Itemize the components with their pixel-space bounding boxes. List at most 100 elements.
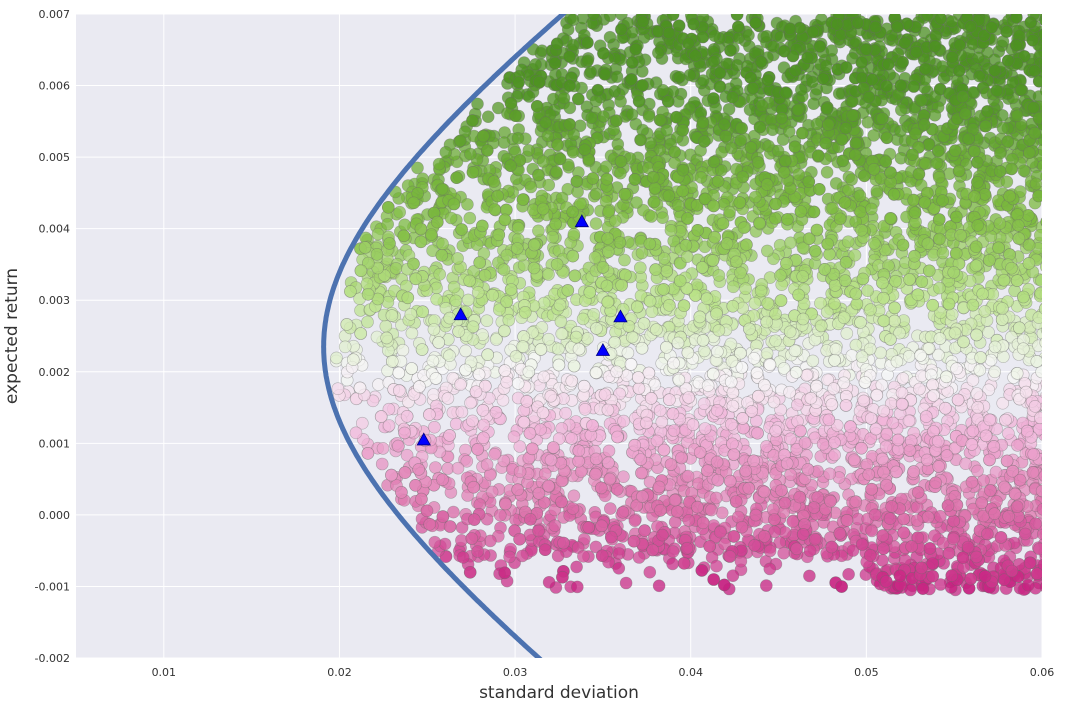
- portfolio-point: [666, 545, 680, 558]
- portfolio-point: [393, 205, 407, 219]
- portfolio-point: [464, 396, 477, 410]
- portfolio-point: [760, 29, 774, 43]
- portfolio-point: [810, 117, 824, 131]
- portfolio-point: [1040, 262, 1042, 272]
- portfolio-point: [823, 467, 837, 481]
- portfolio-point: [555, 327, 569, 341]
- portfolio-point: [1051, 32, 1063, 44]
- portfolio-point: [1051, 471, 1063, 483]
- portfolio-point: [447, 505, 460, 519]
- portfolio-point: [439, 146, 453, 159]
- portfolio-point: [552, 342, 565, 356]
- portfolio-point: [618, 253, 631, 267]
- portfolio-point: [1053, 487, 1065, 499]
- portfolio-point: [428, 535, 442, 549]
- portfolio-point: [820, 166, 834, 179]
- portfolio-point: [349, 426, 363, 440]
- portfolio-point: [570, 580, 584, 594]
- portfolio-scatter: [329, 9, 1066, 597]
- portfolio-point: [805, 75, 819, 89]
- portfolio-point: [1041, 490, 1042, 497]
- portfolio-point: [1050, 254, 1062, 266]
- portfolio-point: [1043, 350, 1055, 362]
- portfolio-point: [1052, 570, 1064, 582]
- portfolio-point: [989, 465, 1003, 479]
- portfolio-point: [1048, 117, 1060, 129]
- portfolio-point: [855, 350, 869, 364]
- portfolio-point: [933, 281, 946, 295]
- portfolio-point: [653, 404, 667, 417]
- portfolio-point: [471, 545, 484, 558]
- portfolio-point: [726, 280, 740, 294]
- portfolio-point: [449, 294, 463, 308]
- portfolio-point: [656, 84, 670, 97]
- portfolio-point: [936, 246, 950, 260]
- portfolio-point: [1041, 561, 1042, 565]
- portfolio-point: [754, 284, 768, 298]
- portfolio-point: [827, 297, 841, 310]
- portfolio-point: [610, 70, 624, 84]
- portfolio-point: [825, 44, 839, 57]
- portfolio-point: [1048, 158, 1060, 170]
- portfolio-point: [1036, 159, 1042, 172]
- portfolio-point: [554, 315, 568, 328]
- portfolio-point: [602, 444, 616, 458]
- portfolio-point: [581, 54, 595, 68]
- portfolio-point: [632, 551, 646, 564]
- portfolio-point: [1049, 9, 1061, 21]
- portfolio-point: [826, 201, 839, 215]
- portfolio-point: [970, 387, 984, 400]
- portfolio-point: [542, 575, 556, 589]
- portfolio-point: [565, 432, 578, 445]
- portfolio-point: [933, 509, 947, 523]
- portfolio-point: [1051, 91, 1063, 103]
- portfolio-point: [1047, 514, 1059, 526]
- portfolio-point: [1050, 246, 1062, 258]
- portfolio-point: [1053, 402, 1065, 414]
- portfolio-point: [617, 414, 630, 428]
- portfolio-point: [481, 110, 495, 123]
- portfolio-point: [842, 567, 855, 581]
- portfolio-point: [1048, 455, 1060, 467]
- portfolio-point: [1052, 86, 1064, 98]
- portfolio-point: [578, 402, 592, 416]
- portfolio-point: [405, 326, 419, 340]
- portfolio-point: [463, 147, 477, 161]
- portfolio-point: [1041, 327, 1042, 334]
- portfolio-point: [426, 354, 440, 368]
- portfolio-point: [1050, 188, 1062, 200]
- portfolio-point: [1041, 308, 1042, 314]
- portfolio-point: [1040, 570, 1042, 579]
- portfolio-point: [432, 157, 446, 171]
- portfolio-point: [673, 70, 686, 84]
- portfolio-point: [589, 217, 603, 230]
- portfolio-point: [698, 422, 712, 435]
- portfolio-point: [1046, 455, 1058, 467]
- portfolio-point: [454, 378, 467, 391]
- portfolio-point: [532, 224, 545, 238]
- portfolio-point: [1054, 79, 1066, 91]
- portfolio-point: [1047, 325, 1059, 337]
- portfolio-point: [1033, 542, 1042, 556]
- portfolio-point: [1041, 456, 1042, 462]
- portfolio-point: [1048, 111, 1060, 123]
- portfolio-point: [1049, 127, 1061, 139]
- portfolio-point: [1049, 448, 1061, 460]
- portfolio-point: [747, 351, 761, 365]
- portfolio-point: [996, 109, 1009, 122]
- portfolio-point: [1048, 150, 1060, 162]
- portfolio-point: [807, 97, 820, 110]
- portfolio-point: [773, 238, 787, 252]
- portfolio-point: [330, 351, 343, 365]
- portfolio-point: [1048, 374, 1060, 386]
- portfolio-point: [480, 458, 494, 471]
- portfolio-point: [1052, 280, 1064, 292]
- portfolio-point: [966, 37, 980, 51]
- portfolio-point: [880, 427, 894, 441]
- portfolio-point: [1053, 564, 1065, 576]
- portfolio-point: [832, 87, 846, 100]
- portfolio-point: [1048, 52, 1060, 64]
- portfolio-point: [867, 237, 881, 250]
- portfolio-point: [566, 145, 580, 159]
